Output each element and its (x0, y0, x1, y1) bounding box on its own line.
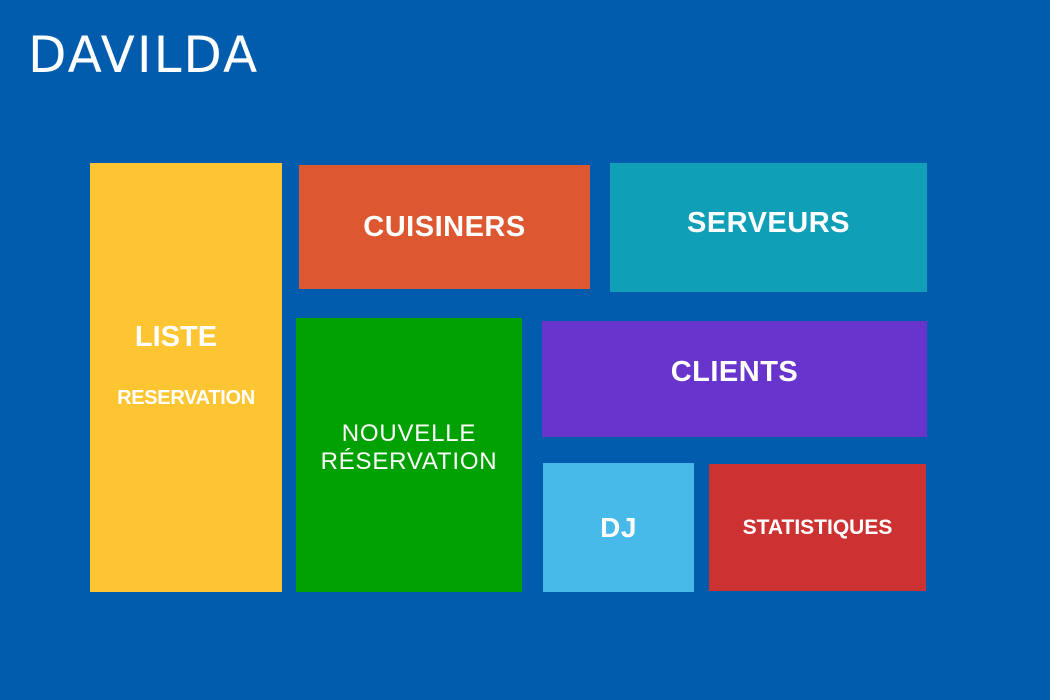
liste-reservation-tile[interactable]: LISTE RESERVATION (90, 163, 282, 592)
liste-reservation-label-line2: RESERVATION (117, 387, 255, 409)
serveurs-label: SERVEURS (686, 207, 851, 239)
clients-label: CLIENTS (670, 355, 799, 388)
dj-label: DJ (600, 511, 637, 543)
dj-tile[interactable]: DJ (543, 463, 694, 592)
cuisiniers-tile[interactable]: CUISINERS (299, 165, 590, 289)
statistiques-tile[interactable]: STATISTIQUES (709, 464, 926, 591)
nouvelle-reservation-label: NOUVELLE RÉSERVATION (320, 420, 498, 475)
app-title: DAVILDA (28, 26, 260, 84)
serveurs-tile[interactable]: SERVEURS (610, 163, 927, 292)
cuisiniers-label: CUISINERS (363, 210, 526, 243)
liste-reservation-label-line1: LISTE (134, 321, 218, 353)
nouvelle-reservation-tile[interactable]: NOUVELLE RÉSERVATION (296, 318, 522, 592)
statistiques-label: STATISTIQUES (742, 515, 893, 539)
clients-tile[interactable]: CLIENTS (542, 321, 927, 437)
